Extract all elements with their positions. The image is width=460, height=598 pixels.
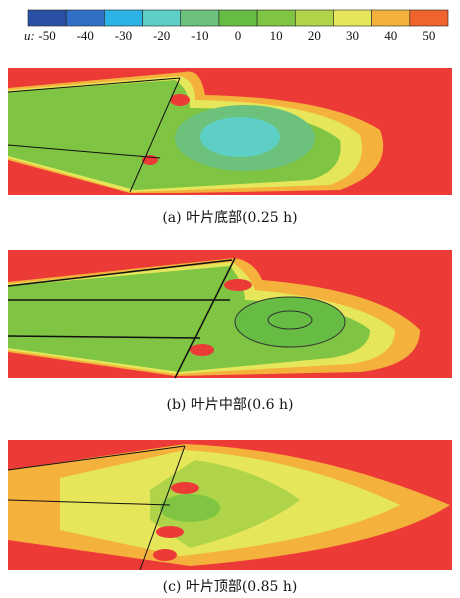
- colorbar-label: u:: [24, 28, 35, 43]
- caption: (c) 叶片顶部(0.85 h): [163, 579, 298, 595]
- contour-plot-c: [8, 440, 452, 570]
- colorbar-segment: [181, 10, 219, 26]
- colorbar-tick-label: 10: [270, 28, 283, 43]
- colorbar-tick-label: -20: [153, 28, 170, 43]
- colorbar-segment: [295, 10, 333, 26]
- colorbar-tick-label: 40: [384, 28, 397, 43]
- colorbar-tick-label: -10: [191, 28, 208, 43]
- colorbar-segment: [372, 10, 410, 26]
- caption: (b) 叶片中部(0.6 h): [167, 397, 294, 413]
- colorbar-segment: [257, 10, 295, 26]
- colorbar-segment: [66, 10, 104, 26]
- caption: (a) 叶片底部(0.25 h): [162, 210, 297, 226]
- colorbar-tick-label: -40: [77, 28, 94, 43]
- colorbar-tick-label: 30: [346, 28, 359, 43]
- figure: u: (a) 叶片底部(0.25 h) (b) 叶片中部(0.6 h) (c) …: [0, 0, 460, 598]
- colorbar-tick-label: 20: [308, 28, 321, 43]
- colorbar-tick-label: -50: [38, 28, 55, 43]
- figure-canvas: u: (a) 叶片底部(0.25 h) (b) 叶片中部(0.6 h) (c) …: [0, 0, 460, 598]
- colorbar-segment: [410, 10, 448, 26]
- colorbar-tick-label: -30: [115, 28, 132, 43]
- colorbar-tick-label: 0: [235, 28, 242, 43]
- contour-plot-b: [8, 250, 452, 378]
- colorbar-segment: [104, 10, 142, 26]
- colorbar-segment: [143, 10, 181, 26]
- colorbar-tick-label: 50: [422, 28, 435, 43]
- colorbar-segment: [28, 10, 66, 26]
- colorbar-segment: [333, 10, 371, 26]
- colorbar-segment: [219, 10, 257, 26]
- contour-plot-a: [8, 68, 452, 195]
